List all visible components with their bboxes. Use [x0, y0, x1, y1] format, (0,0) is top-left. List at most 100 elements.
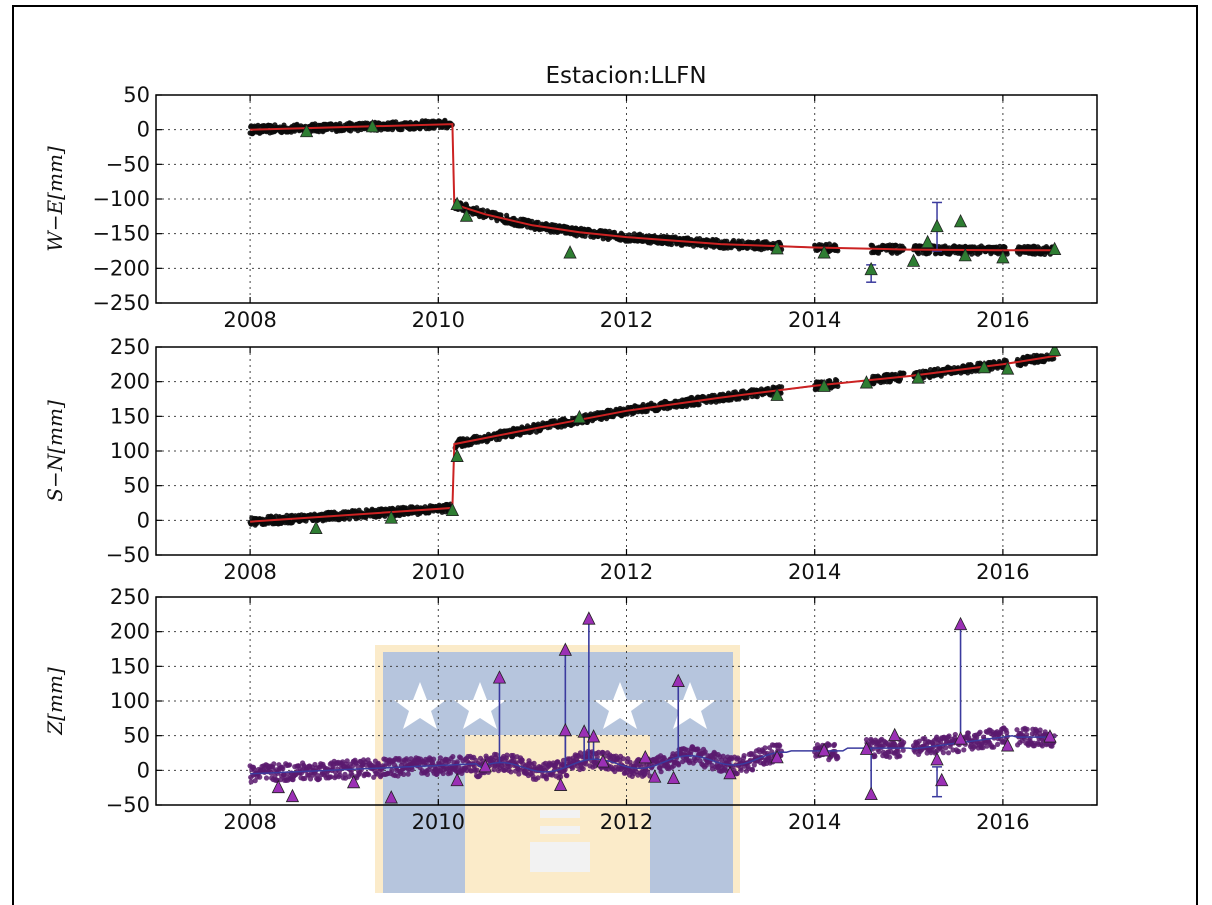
- outlier-marker: [859, 375, 874, 389]
- outlier-marker: [920, 234, 935, 249]
- data-point: [543, 776, 550, 782]
- data-point: [371, 774, 377, 780]
- y-tick-label: −250: [92, 291, 150, 315]
- data-point: [535, 219, 541, 225]
- subplot-sn: 2008 2010 2012 2014 2016 250 200 150 100 50 0 −50 S−…: [43, 335, 1098, 584]
- outlier-marker: [953, 616, 968, 631]
- data-point: [287, 762, 293, 768]
- data-point: [405, 771, 411, 777]
- outlier-marker: [770, 241, 784, 255]
- data-point: [991, 744, 997, 750]
- data-point: [974, 734, 980, 741]
- outlier-marker: [638, 749, 652, 764]
- data-point: [718, 757, 725, 763]
- data-point: [257, 774, 263, 780]
- x-tick-label: 2010: [412, 810, 465, 834]
- data-point: [876, 749, 882, 755]
- data-point: [474, 205, 480, 211]
- data-point: [344, 758, 350, 764]
- outlier-marker: [459, 208, 474, 222]
- y-tick-label: −150: [92, 222, 150, 246]
- data-point: [965, 730, 971, 736]
- plot-area-z: [247, 611, 1057, 804]
- data-point: [835, 755, 841, 761]
- data-point: [454, 759, 460, 765]
- data-point: [872, 753, 878, 760]
- data-point: [409, 766, 415, 773]
- outlier-marker: [770, 387, 784, 401]
- data-point: [248, 779, 254, 785]
- data-point: [887, 754, 893, 760]
- data-point: [480, 207, 486, 213]
- x-tick-label: 2014: [788, 560, 841, 584]
- data-point: [900, 747, 906, 753]
- data-point: [940, 750, 947, 756]
- x-tick-label: 2010: [412, 560, 465, 584]
- data-point: [403, 756, 410, 762]
- outlier-marker: [770, 749, 784, 764]
- data-point: [1037, 727, 1043, 733]
- outlier-marker: [450, 448, 464, 462]
- y-tick-label: 50: [123, 83, 150, 107]
- outlier-marker: [911, 370, 925, 384]
- data-point: [1014, 727, 1020, 733]
- data-point: [316, 776, 323, 782]
- data-point: [447, 770, 454, 776]
- x-tick-label: 2016: [976, 308, 1029, 332]
- data-point: [943, 745, 949, 751]
- data-point: [508, 769, 514, 775]
- x-tick-label: 2014: [788, 810, 841, 834]
- data-point: [355, 763, 361, 770]
- x-tick-label: 2010: [412, 308, 465, 332]
- outlier-marker: [671, 673, 685, 687]
- data-point: [535, 775, 541, 781]
- data-point: [738, 767, 744, 773]
- outlier-marker: [977, 359, 991, 374]
- data-point: [741, 753, 747, 759]
- y-axis-label-we: W−E[mm]: [43, 146, 67, 252]
- x-tick-label: 2012: [600, 810, 653, 834]
- data-point: [263, 775, 270, 781]
- data-point: [516, 771, 522, 777]
- data-point: [583, 761, 589, 767]
- data-point: [751, 762, 757, 768]
- y-tick-label: 50: [123, 724, 150, 748]
- data-point: [777, 743, 783, 749]
- data-point: [564, 773, 570, 779]
- subplot-z: 2008 2010 2012 2014 2016 250 200 150 100 50 0 −50 Z[…: [43, 585, 1098, 834]
- outlier-marker: [930, 752, 944, 766]
- data-point: [580, 766, 586, 772]
- data-point: [835, 383, 841, 389]
- data-point: [961, 747, 967, 753]
- data-point: [762, 745, 768, 751]
- data-point: [342, 771, 348, 778]
- outlier-marker: [384, 510, 398, 524]
- outlier-marker: [666, 770, 681, 785]
- y-tick-label: 100: [110, 689, 150, 713]
- data-point: [516, 767, 523, 773]
- data-point: [715, 237, 721, 244]
- outlier-marker: [553, 777, 568, 791]
- outlier-marker: [1048, 241, 1062, 256]
- data-point: [995, 741, 1001, 748]
- data-point: [474, 767, 480, 773]
- data-point: [558, 774, 564, 780]
- data-point: [531, 760, 537, 767]
- outlier-marker: [586, 729, 601, 743]
- chart-title: Estacion:LLFN: [545, 63, 706, 89]
- data-point: [826, 742, 833, 748]
- data-point: [645, 769, 651, 775]
- data-point: [569, 765, 576, 771]
- x-tick-label: 2016: [976, 560, 1029, 584]
- data-point: [280, 766, 286, 772]
- data-point: [946, 733, 952, 739]
- data-point: [739, 238, 745, 244]
- x-tick-label: 2016: [976, 810, 1029, 834]
- y-tick-label: −50: [106, 152, 150, 176]
- data-point: [922, 736, 928, 742]
- data-point: [956, 748, 962, 755]
- y-tick-label: 50: [123, 474, 150, 498]
- x-tick-label: 2014: [788, 308, 841, 332]
- outlier-marker: [558, 642, 572, 656]
- outlier-marker: [953, 731, 968, 745]
